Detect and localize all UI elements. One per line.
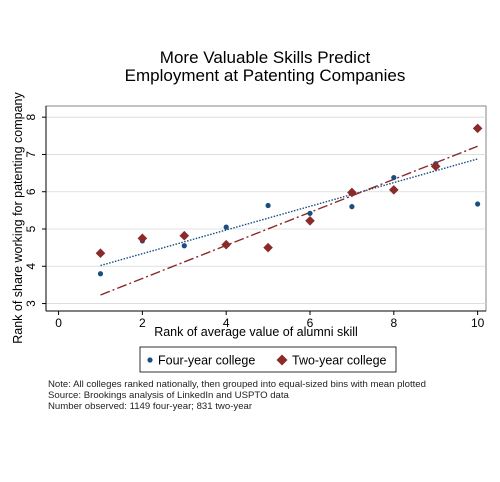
data-point-series-1 <box>179 230 190 241</box>
x-tick-label: 8 <box>390 316 397 330</box>
data-point-series-0 <box>265 202 271 209</box>
note-line-2: Source: Brookings analysis of LinkedIn a… <box>48 390 289 401</box>
data-point-series-1 <box>95 248 106 259</box>
y-tick-label: 7 <box>24 151 38 158</box>
note-line-1: Note: All colleges ranked nationally, th… <box>48 379 426 390</box>
fit-line-series-1 <box>100 145 478 296</box>
axes: 3 4 5 6 7 8 0 2 4 6 8 10 <box>24 106 486 330</box>
y-tick-label: 6 <box>24 188 38 195</box>
data-point-series-1 <box>221 239 231 250</box>
chart-title-line-1: More Valuable Skills Predict <box>160 48 371 67</box>
data-point-series-0 <box>391 174 397 181</box>
data-point-series-0 <box>307 210 313 216</box>
data-point-series-1 <box>472 123 483 134</box>
y-tick-label: 4 <box>24 263 38 270</box>
chart-title-line-2: Employment at Patenting Companies <box>125 66 406 85</box>
data-point-series-1 <box>389 185 399 195</box>
data-point-series-1 <box>137 233 148 244</box>
data-point-series-0 <box>349 204 355 210</box>
gridlines <box>46 116 486 304</box>
data-point-series-0 <box>223 224 229 230</box>
data-points <box>95 123 483 277</box>
data-point-series-1 <box>263 242 273 253</box>
x-tick-label: 4 <box>223 316 230 330</box>
x-tick-label: 0 <box>55 316 62 330</box>
legend-box <box>139 346 397 373</box>
data-point-series-1 <box>305 216 315 226</box>
x-axis-title: Rank of average value of alumni skill <box>154 325 358 339</box>
data-point-series-0 <box>475 201 481 207</box>
data-point-series-0 <box>181 243 187 249</box>
data-point-series-0 <box>97 271 104 277</box>
note-line-3: Number observed: 1149 four-year; 831 two… <box>48 401 253 412</box>
y-tick-label: 3 <box>24 300 38 307</box>
x-tick-label: 6 <box>307 316 314 330</box>
legend-marker-four-year <box>147 357 153 363</box>
legend-label-two-year: Two-year college <box>292 354 387 368</box>
y-tick-label: 5 <box>24 225 38 232</box>
legend-marker-two-year <box>276 354 288 366</box>
plot-area <box>45 105 487 312</box>
x-tick-label: 2 <box>139 316 146 330</box>
legend-label-four-year: Four-year college <box>158 354 255 368</box>
legend: Four-year college Two-year college <box>139 346 397 373</box>
data-point-series-1 <box>347 187 357 198</box>
data-point-series-1 <box>430 161 441 172</box>
fit-line-series-0 <box>100 158 478 267</box>
x-tick-label: 10 <box>471 316 485 330</box>
fit-lines <box>100 145 478 296</box>
y-axis-title: Rank of share working for patenting comp… <box>11 91 25 343</box>
y-tick-label: 8 <box>24 114 38 121</box>
